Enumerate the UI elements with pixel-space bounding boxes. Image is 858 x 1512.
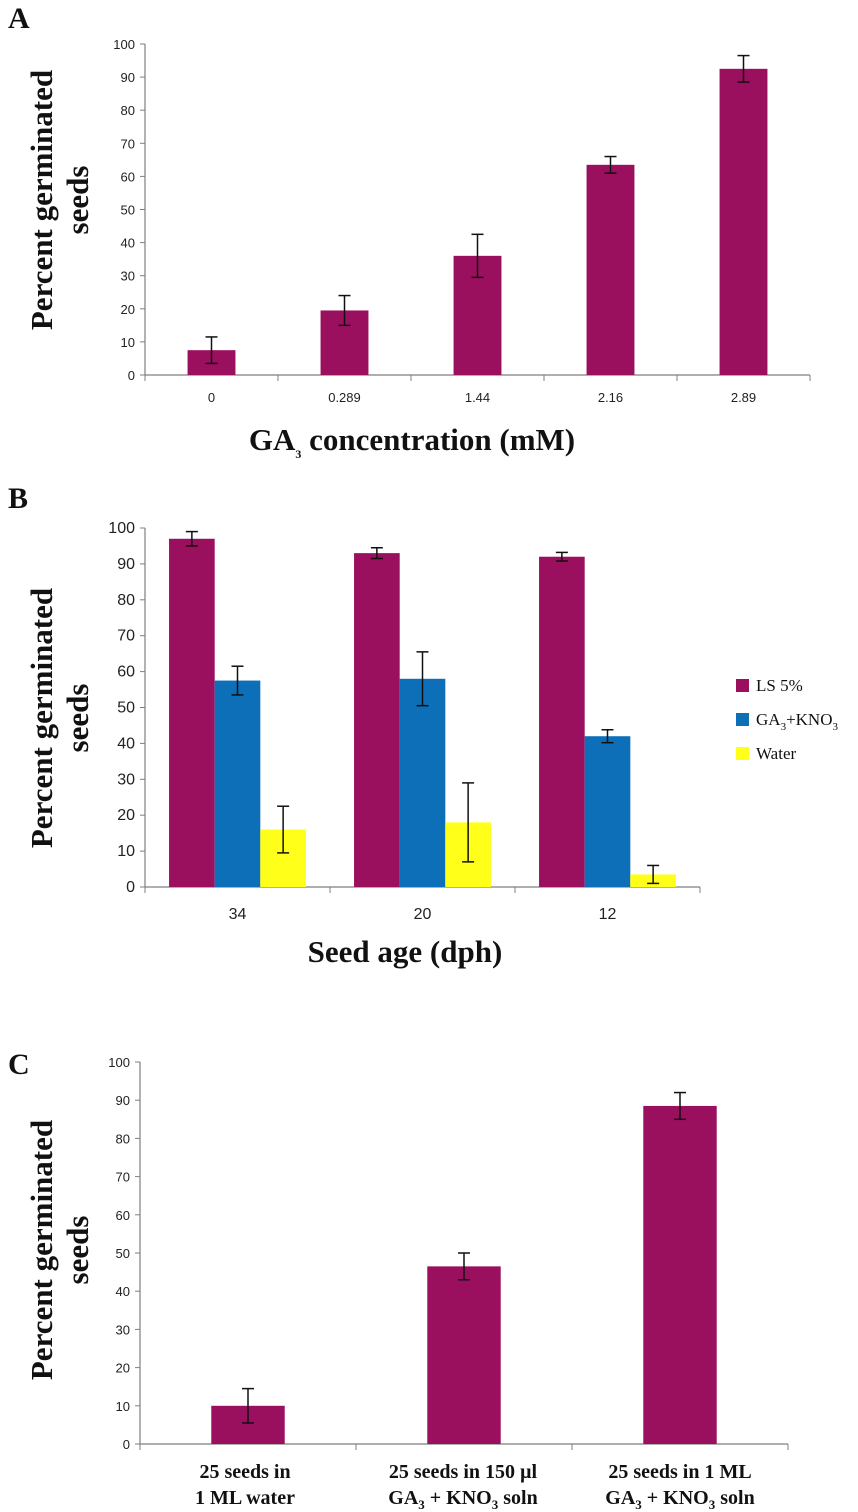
bar: [586, 164, 635, 375]
legend-b: LS 5% GA3+KNO3 Water: [736, 676, 838, 763]
category-label-c-0: 25 seeds in 1 ML water: [195, 1461, 295, 1509]
legend-swatch-ga3kno3: [736, 713, 749, 726]
y-tick-label: 0: [128, 368, 135, 383]
y-axis-label-c-line1: Percent germinated: [24, 1120, 59, 1380]
bar: [643, 1105, 717, 1444]
y-tick-label: 10: [116, 1399, 130, 1414]
x-axis-label-b: Seed age (dph): [308, 934, 503, 969]
legend-swatch-water: [736, 747, 749, 760]
y-tick-label: 60: [117, 664, 135, 681]
y-tick-label: 90: [116, 1093, 130, 1108]
y-tick-label: 50: [121, 203, 135, 218]
x-tick-label: 0: [208, 390, 215, 405]
bar: [214, 680, 261, 887]
y-tick-label: 30: [121, 269, 135, 284]
x-tick-label: 2.16: [598, 390, 623, 405]
y-tick-label: 10: [121, 335, 135, 350]
bar: [427, 1266, 501, 1444]
y-tick-label: 40: [117, 735, 135, 752]
bar: [399, 678, 446, 887]
bar: [584, 736, 631, 887]
bar: [169, 538, 215, 887]
x-tick-label: 20: [414, 906, 432, 923]
y-tick-label: 80: [117, 592, 135, 609]
y-tick-label: 100: [108, 520, 135, 537]
y-axis-label-c-line2: seeds: [60, 1216, 95, 1285]
x-tick-label: 1.44: [465, 390, 490, 405]
y-tick-label: 90: [117, 556, 135, 573]
panel-label-a: A: [8, 2, 30, 35]
plot-b: 0 10 20 30 40 50 60 70 80 90 100 34 20 12: [108, 520, 701, 923]
x-tick-label: 34: [229, 906, 247, 923]
y-tick-label: 100: [113, 37, 135, 52]
legend-label-ls5: LS 5%: [756, 676, 803, 695]
y-tick-label: 30: [116, 1322, 130, 1337]
y-tick-label: 20: [121, 302, 135, 317]
panel-label-c: C: [8, 1048, 30, 1081]
plot-a: 0 10 20 30 40 50 60 70 80 90 100 0 0.289 1.44 2.16 2.89: [113, 37, 811, 405]
category-label-c-1: 25 seeds in 150 µl GA3 + KNO3 soln: [388, 1461, 537, 1512]
y-tick-label: 0: [123, 1437, 130, 1452]
y-axis-label-a-line1: Percent germinated: [24, 70, 59, 330]
bar: [719, 68, 768, 375]
y-tick-label: 30: [117, 771, 135, 788]
y-tick-label: 70: [121, 136, 135, 151]
y-tick-label: 50: [116, 1246, 130, 1261]
y-tick-label: 90: [121, 70, 135, 85]
y-tick-label: 10: [117, 843, 135, 860]
bar: [539, 556, 585, 887]
legend-label-water: Water: [756, 744, 796, 763]
x-tick-label: 0.289: [328, 390, 361, 405]
legend-label-ga3kno3: GA3+KNO3: [756, 710, 838, 733]
y-axis-label-b-line2: seeds: [60, 684, 95, 753]
y-tick-label: 60: [116, 1208, 130, 1223]
y-tick-label: 50: [117, 700, 135, 717]
y-tick-label: 0: [126, 879, 135, 896]
legend-swatch-ls5: [736, 679, 749, 692]
x-axis-label-a: GA3 concentration (mM): [249, 422, 575, 461]
y-tick-label: 40: [121, 236, 135, 251]
y-axis-label-b-line1: Percent germinated: [24, 588, 59, 848]
category-label-c-2: 25 seeds in 1 ML GA3 + KNO3 soln: [605, 1461, 754, 1512]
bar: [354, 553, 400, 887]
y-tick-label: 20: [116, 1361, 130, 1376]
y-tick-label: 100: [108, 1055, 130, 1070]
plot-c: 0 10 20 30 40 50 60 70 80 90 100: [108, 1055, 789, 1452]
y-tick-label: 80: [116, 1131, 130, 1146]
y-tick-label: 70: [117, 628, 135, 645]
y-tick-label: 70: [116, 1170, 130, 1185]
y-tick-label: 80: [121, 103, 135, 118]
x-tick-label: 2.89: [731, 390, 756, 405]
y-axis-label-a-line2: seeds: [60, 166, 95, 235]
x-tick-label: 12: [599, 906, 617, 923]
panel-label-b: B: [8, 482, 28, 515]
y-tick-label: 40: [116, 1284, 130, 1299]
y-tick-label: 60: [121, 169, 135, 184]
y-tick-label: 20: [117, 807, 135, 824]
